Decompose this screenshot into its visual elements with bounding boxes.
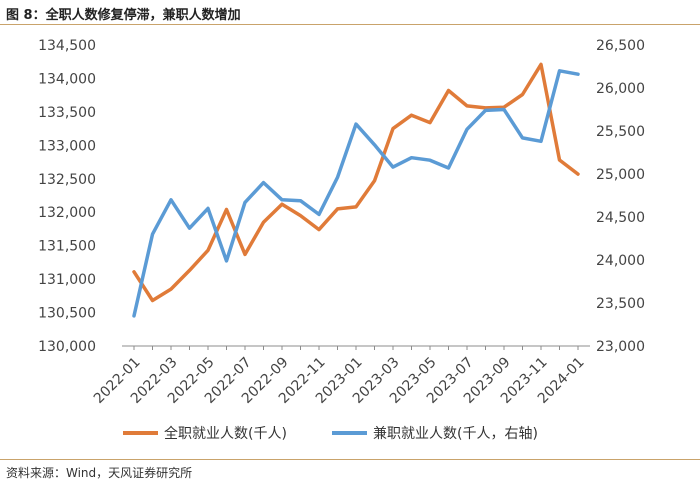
- series-line-fulltime: [132, 62, 580, 303]
- y-right-tick-label: 24,000: [596, 253, 645, 269]
- y-right-tick-label: 26,000: [596, 81, 645, 97]
- legend-label-fulltime: 全职就业人数(千人): [164, 425, 287, 442]
- chart-legend: 全职就业人数(千人) 兼职就业人数(千人，右轴): [123, 425, 538, 442]
- y-left-tick-label: 132,500: [38, 172, 96, 188]
- y-right-tick-label: 23,500: [596, 296, 645, 312]
- chart-title: 图 8：全职人数修复停滞，兼职人数增加: [6, 8, 241, 23]
- y-left-tick-label: 133,000: [38, 138, 96, 154]
- y-left-tick-label: 131,000: [38, 272, 96, 288]
- y-left-tick-label: 133,500: [38, 105, 96, 121]
- y-left-tick-label: 131,500: [38, 239, 96, 255]
- top-divider: [0, 24, 700, 25]
- y-right-tick-label: 23,000: [596, 339, 645, 355]
- y-left-tick-label: 132,000: [38, 205, 96, 221]
- y-left-tick-label: 134,000: [38, 71, 96, 87]
- y-left-tick-label: 130,500: [38, 306, 96, 322]
- y-right-tick-label: 24,500: [596, 210, 645, 226]
- y-right-tick-label: 25,500: [596, 124, 645, 140]
- y-right-tick-label: 25,000: [596, 167, 645, 183]
- y-right-tick-label: 26,500: [596, 38, 645, 54]
- y-left-tick-label: 130,000: [38, 339, 96, 355]
- series-line-parttime: [132, 69, 580, 318]
- source-note: 资料来源：Wind，天风证券研究所: [6, 466, 193, 480]
- y-left-tick-label: 134,500: [38, 38, 96, 54]
- chart-lines: [132, 62, 580, 318]
- bottom-divider: [0, 459, 700, 460]
- legend-label-parttime: 兼职就业人数(千人，右轴): [373, 426, 538, 442]
